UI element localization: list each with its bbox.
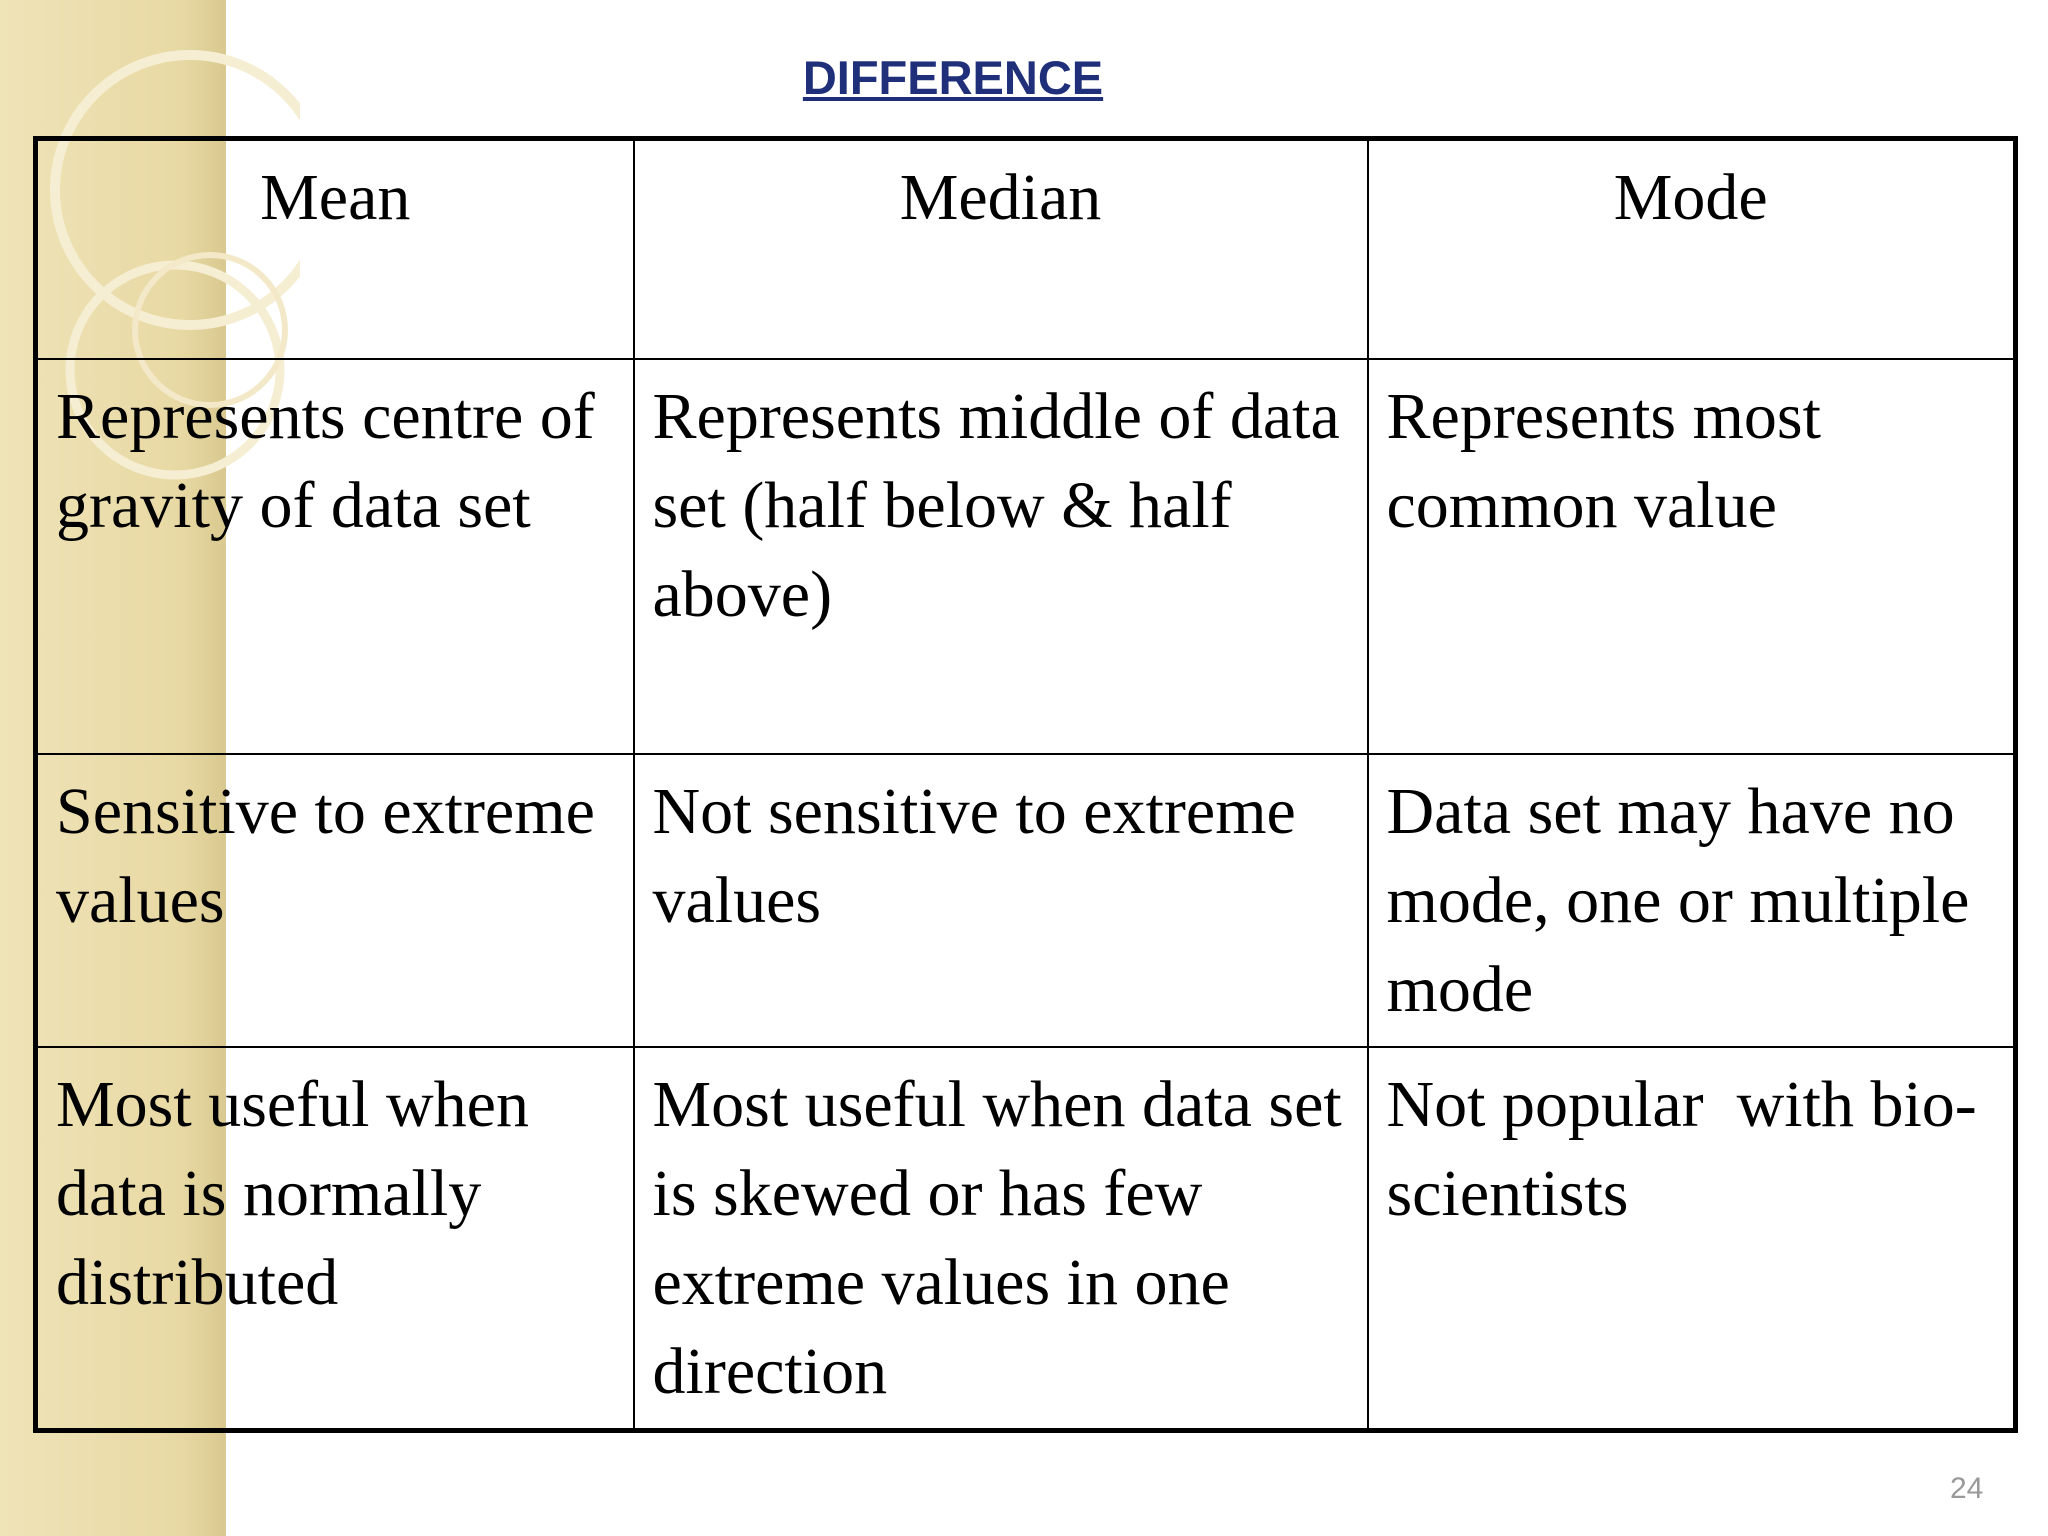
header-cell: Mean (34, 137, 635, 360)
cell: Represents middle of data set (half belo… (632, 358, 1369, 755)
row: Sensitive to extreme values Not sensitiv… (34, 753, 2017, 1048)
cell: Most useful when data is normally distri… (34, 1046, 635, 1432)
cell: Represents centre of gravity of data set (34, 358, 635, 755)
title: DIFFERENCE (802, 51, 1104, 104)
comparison-table: Mean Median Mode Represents centre of gr… (33, 136, 2018, 1433)
cell: Data set may have no mode, one or multip… (1366, 753, 2017, 1048)
cell: Not popular with bio-scientists (1366, 1046, 2017, 1432)
cell: Sensitive to extreme values (34, 753, 635, 1048)
cell: Most useful when data set is skewed or h… (632, 1046, 1369, 1432)
cell: Represents most common value (1366, 358, 2017, 755)
header-cell: Median (632, 137, 1369, 360)
cell: Not sensitive to extreme values (632, 753, 1369, 1048)
page-number: 24 (1950, 1472, 1984, 1505)
header-row: Mean Median Mode (34, 137, 2017, 360)
row: Most useful when data is normally distri… (34, 1046, 2017, 1432)
row: Represents centre of gravity of data set… (34, 358, 2017, 755)
header-cell: Mode (1366, 137, 2017, 360)
